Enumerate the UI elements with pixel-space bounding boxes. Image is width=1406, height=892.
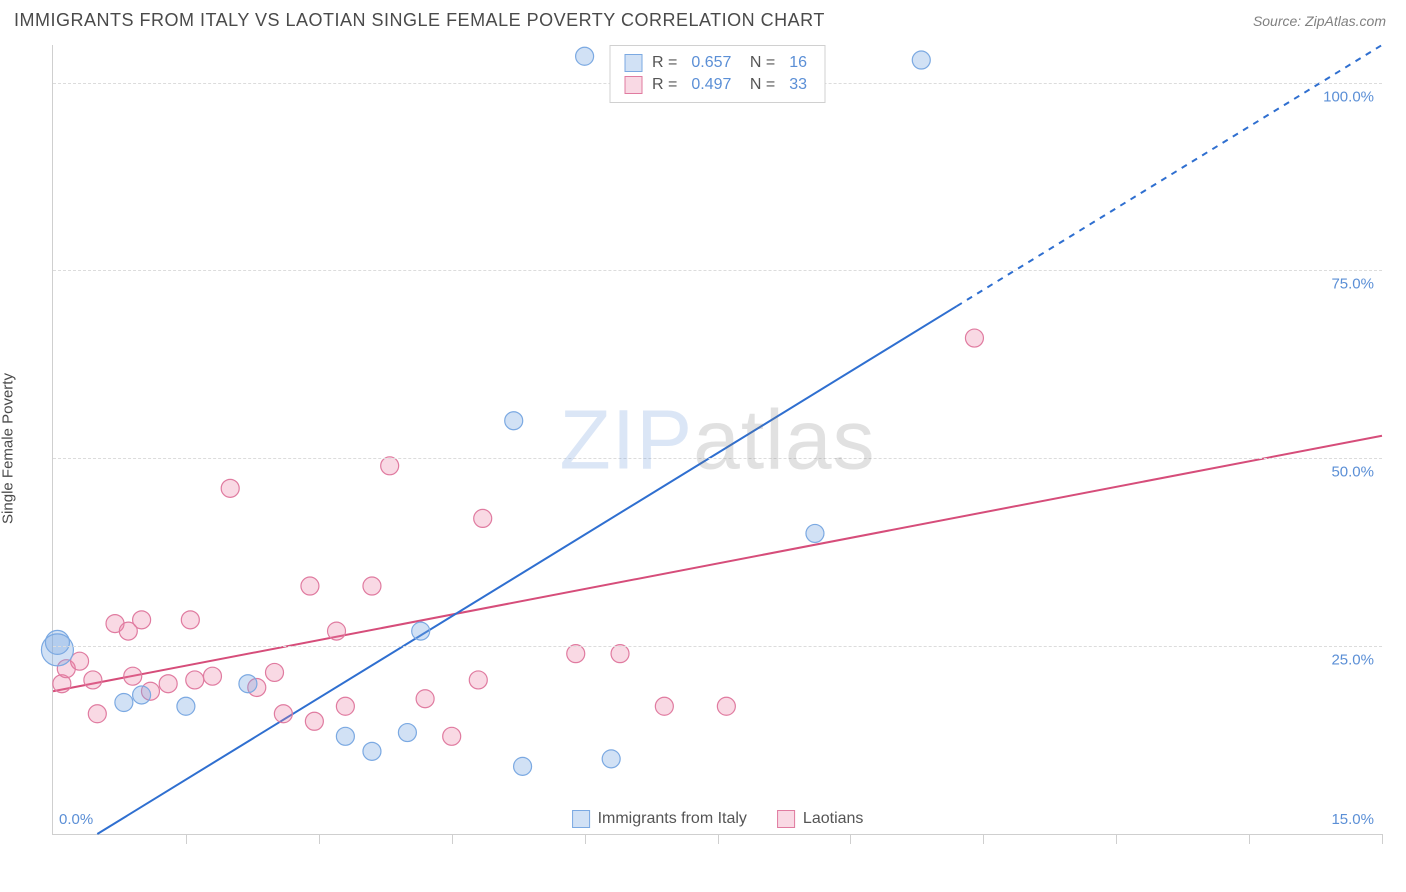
x-tick xyxy=(452,834,453,844)
x-tick xyxy=(1382,834,1383,844)
legend-item-laotian: Laotians xyxy=(777,810,864,828)
x-tick xyxy=(585,834,586,844)
stats-row-laotian: R = 0.497 N = 33 xyxy=(624,74,811,96)
chart-title: IMMIGRANTS FROM ITALY VS LAOTIAN SINGLE … xyxy=(14,10,825,31)
y-tick-label: 25.0% xyxy=(1331,652,1374,669)
source-name: ZipAtlas.com xyxy=(1305,13,1386,29)
x-tick xyxy=(186,834,187,844)
x-tick xyxy=(1249,834,1250,844)
gridline xyxy=(53,270,1382,271)
chart-header: IMMIGRANTS FROM ITALY VS LAOTIAN SINGLE … xyxy=(0,0,1406,41)
y-tick-label: 50.0% xyxy=(1331,464,1374,481)
stat-r-label: R = xyxy=(652,54,677,72)
stat-n-laotian: 33 xyxy=(789,76,807,94)
y-axis-label: Single Female Poverty xyxy=(0,373,17,524)
swatch-italy xyxy=(624,54,642,72)
x-tick xyxy=(718,834,719,844)
plot-area: ZIPatlas R = 0.657 N = 16 R = 0.497 N = … xyxy=(52,45,1382,835)
gridline xyxy=(53,458,1382,459)
x-tick xyxy=(319,834,320,844)
stats-legend: R = 0.657 N = 16 R = 0.497 N = 33 xyxy=(609,45,826,103)
chart-container: Single Female Poverty ZIPatlas R = 0.657… xyxy=(34,45,1406,835)
chart-svg xyxy=(53,45,1382,834)
legend-label-italy: Immigrants from Italy xyxy=(598,810,747,828)
swatch-laotian xyxy=(624,76,642,94)
swatch-laotian xyxy=(777,810,795,828)
legend-item-italy: Immigrants from Italy xyxy=(572,810,747,828)
stat-r-italy: 0.657 xyxy=(691,54,731,72)
stat-n-label: N = xyxy=(745,76,775,94)
chart-source: Source: ZipAtlas.com xyxy=(1253,13,1386,29)
x-tick xyxy=(1116,834,1117,844)
series-legend: Immigrants from Italy Laotians xyxy=(566,810,870,828)
swatch-italy xyxy=(572,810,590,828)
y-tick-label: 75.0% xyxy=(1331,276,1374,293)
stat-n-label: N = xyxy=(745,54,775,72)
stat-r-label: R = xyxy=(652,76,677,94)
stats-row-italy: R = 0.657 N = 16 xyxy=(624,52,811,74)
source-prefix: Source: xyxy=(1253,13,1305,29)
stat-n-italy: 16 xyxy=(789,54,807,72)
legend-label-laotian: Laotians xyxy=(803,810,864,828)
x-tick xyxy=(850,834,851,844)
x-tick xyxy=(983,834,984,844)
gridline xyxy=(53,646,1382,647)
y-tick-label: 100.0% xyxy=(1323,88,1374,105)
stat-r-laotian: 0.497 xyxy=(691,76,731,94)
